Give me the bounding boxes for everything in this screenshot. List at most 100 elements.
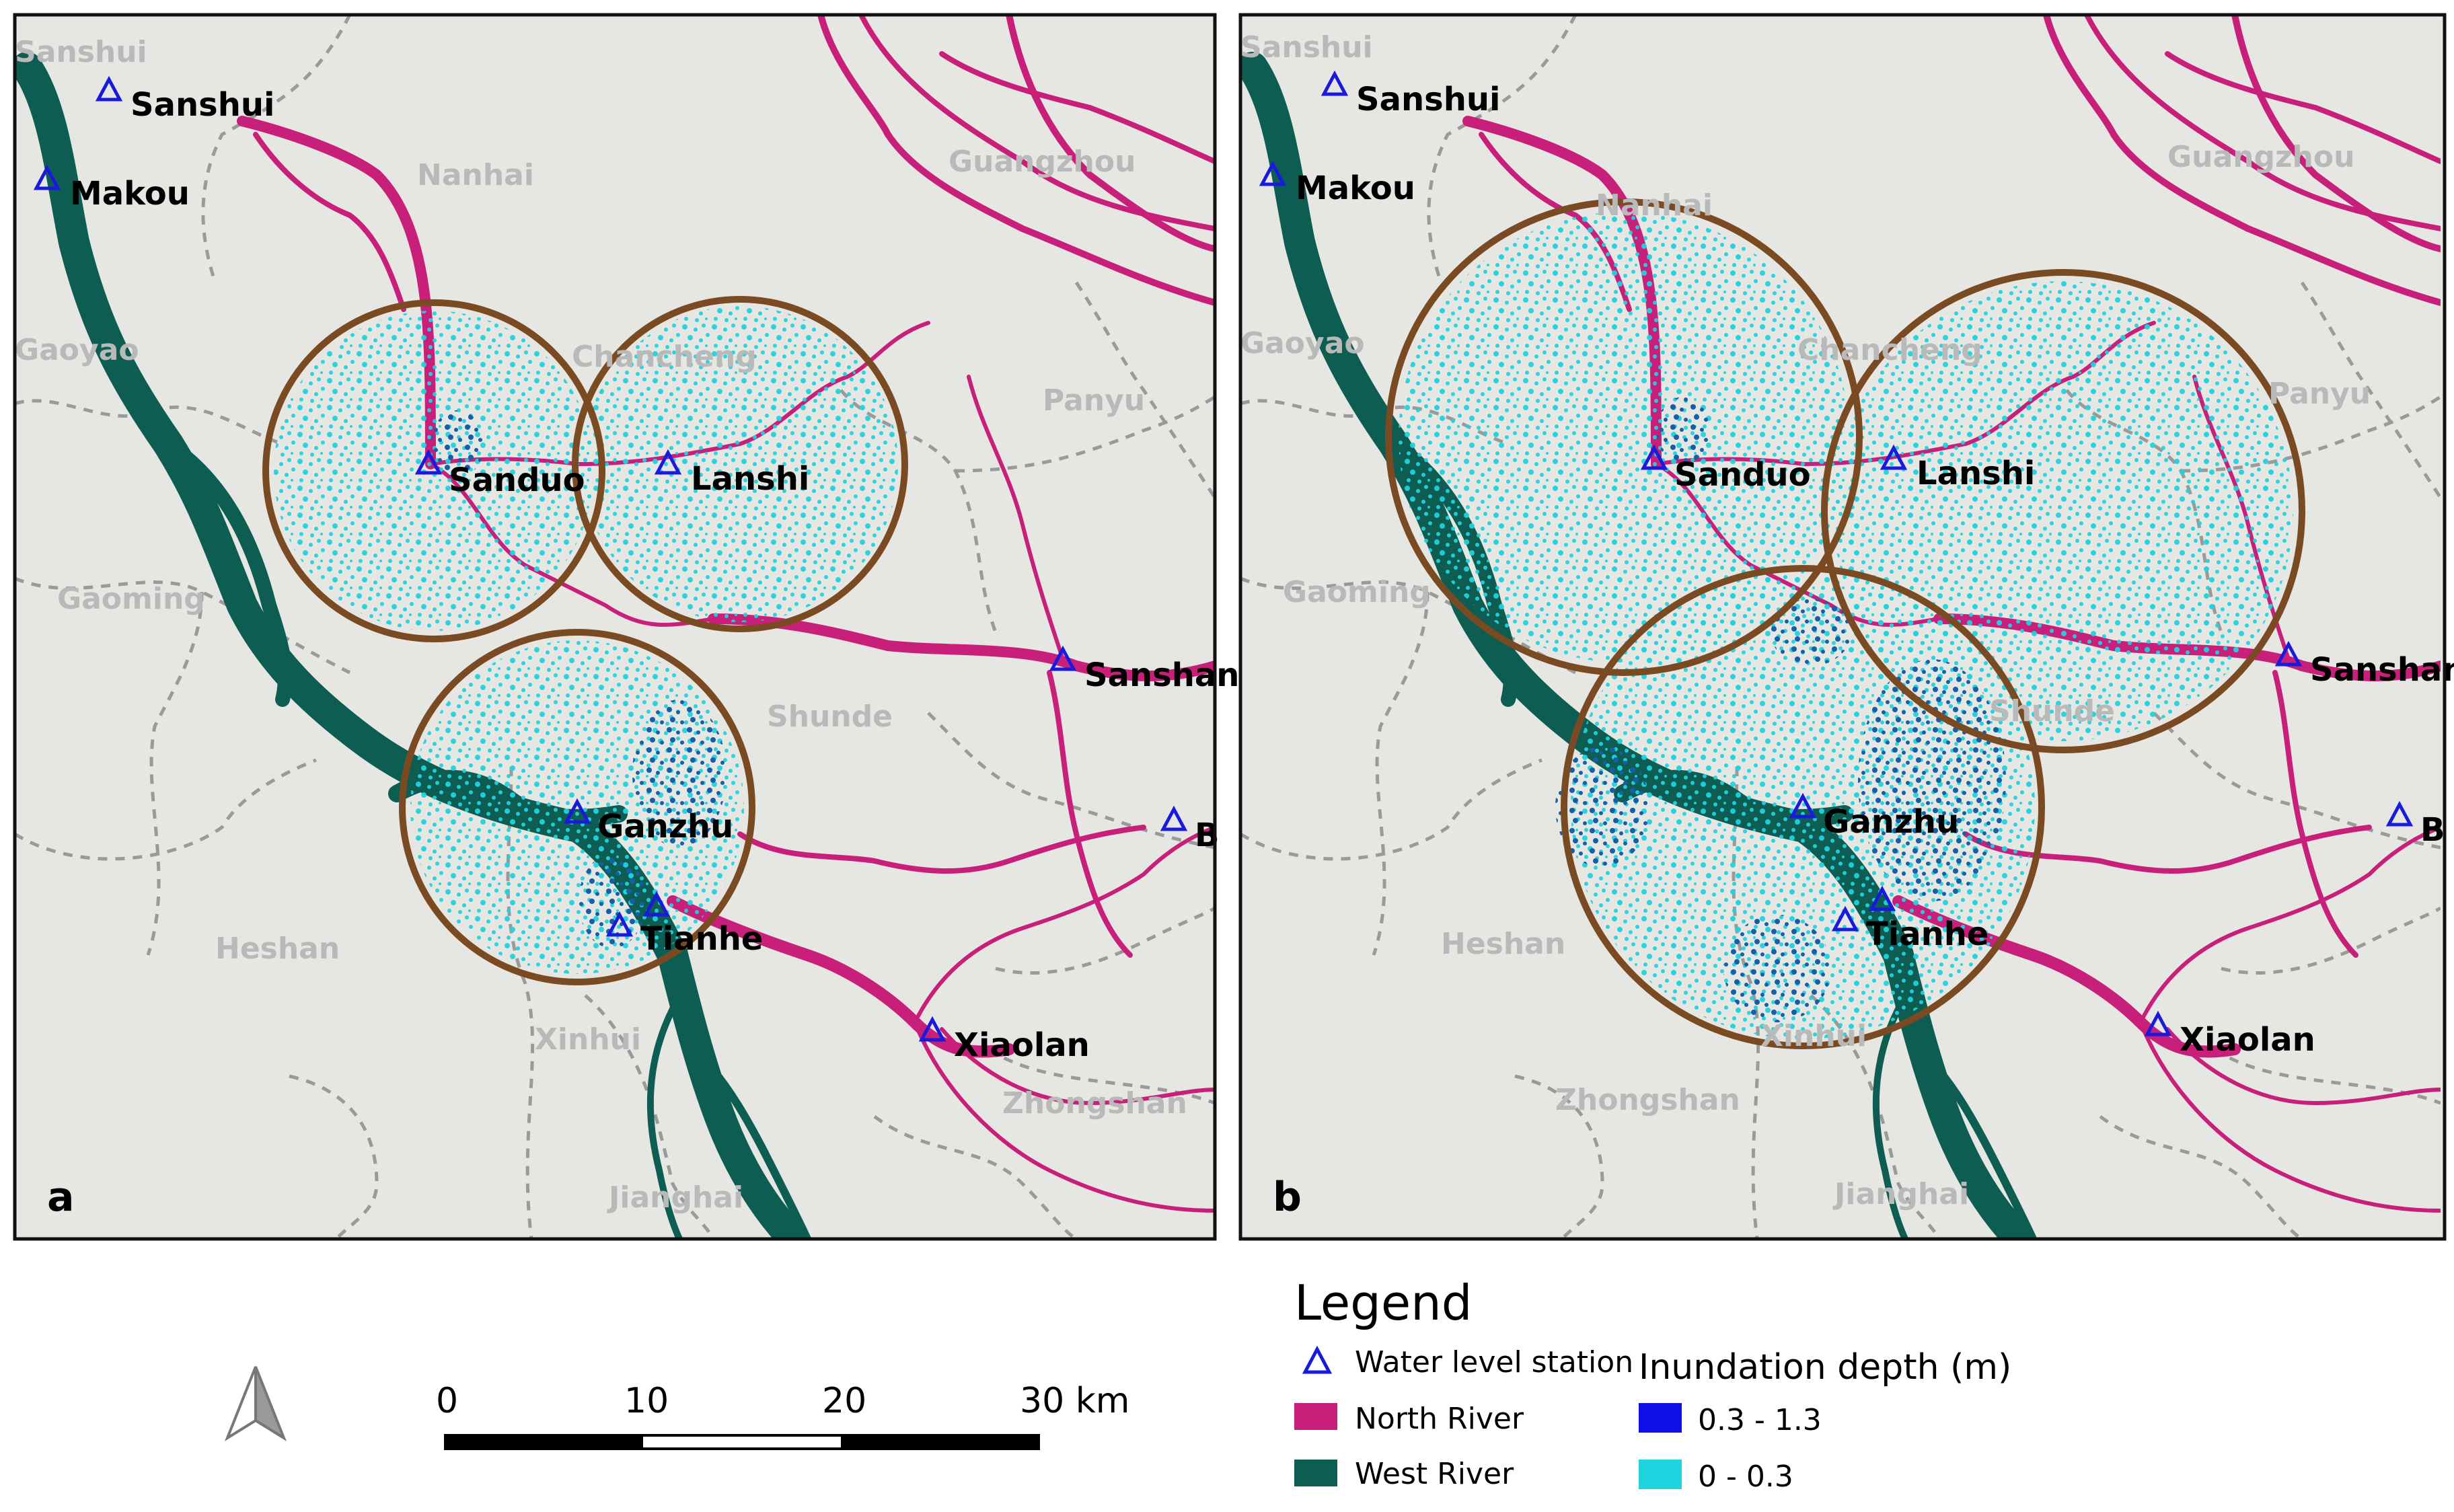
station-label: Sanduo bbox=[1674, 456, 1811, 494]
station-xiaolan: Xiaolan bbox=[918, 1016, 1090, 1064]
triangle-icon bbox=[1160, 805, 1188, 831]
panel-b-frame bbox=[1238, 13, 2447, 1241]
triangle-icon bbox=[1831, 905, 1859, 932]
triangle-icon bbox=[563, 798, 591, 824]
station-sanshui: Sanshui bbox=[1321, 70, 1501, 118]
depth-legend-title: Inundation depth (m) bbox=[1639, 1347, 2011, 1388]
region-label: Guangzhou bbox=[949, 145, 1136, 179]
triangle-icon bbox=[2144, 1010, 2172, 1036]
station-label: Tianhe bbox=[640, 920, 763, 958]
region-label: Chancheng bbox=[572, 340, 757, 374]
station-label: Ganzhu bbox=[1823, 803, 1959, 841]
legend-item-west-river: West River bbox=[1294, 1457, 1514, 1491]
triangle-icon bbox=[2274, 640, 2303, 667]
station-tianhe: Tianhe bbox=[1831, 885, 1988, 953]
triangle-icon bbox=[642, 891, 671, 917]
region-label: Jianghai bbox=[1832, 1177, 1969, 1211]
region-label: Gaoming bbox=[1283, 575, 1431, 609]
station-lanshi: Lanshi bbox=[1880, 444, 2035, 492]
panel-a-frame bbox=[13, 13, 1217, 1241]
region-label: Xinhui bbox=[535, 1022, 641, 1057]
station-label: Sanshui bbox=[1356, 81, 1501, 118]
station-label: Tianhe bbox=[1866, 915, 1988, 953]
region-label: Shunde bbox=[1989, 694, 2115, 728]
station-lanshi: Lanshi bbox=[654, 449, 809, 498]
station-label: B bbox=[2420, 811, 2445, 849]
region-label: Gaoyao bbox=[15, 333, 139, 367]
station-label: Sanshan bbox=[2310, 651, 2454, 689]
region-label: Nanhai bbox=[1596, 188, 1713, 223]
legend: Legend Water level station North River W… bbox=[1294, 1275, 2011, 1494]
region-labels: Sanshui Nanhai Guangzhou Gaoyao Chanchen… bbox=[15, 35, 1187, 1215]
triangle-icon bbox=[1302, 1345, 1333, 1374]
region-label: Chancheng bbox=[1797, 333, 1982, 367]
station-label: Xiaolan bbox=[954, 1026, 1090, 1064]
shallow-swatch bbox=[1639, 1460, 1682, 1489]
station-label: Xiaolan bbox=[2180, 1021, 2315, 1059]
region-label: Gaoming bbox=[57, 582, 205, 616]
triangle-icon bbox=[1880, 444, 1908, 470]
station-label: Lanshi bbox=[1917, 455, 2035, 492]
zone-circle-sanduo bbox=[1385, 198, 1863, 676]
panel-b: Sanshui Nanhai Guangzhou Gaoyao Chanchen… bbox=[1238, 13, 2454, 1241]
region-label: Sanshui bbox=[15, 35, 147, 69]
panel-a-background bbox=[15, 15, 1215, 1239]
deep-swatch bbox=[1639, 1403, 1682, 1433]
triangle-icon bbox=[1640, 444, 1668, 470]
station-label: Sanduo bbox=[449, 461, 585, 499]
triangle-icon bbox=[654, 449, 682, 475]
triangle-icon bbox=[1049, 645, 1077, 671]
legend-item-north-river: North River bbox=[1294, 1402, 1524, 1436]
legend-label: Water level station bbox=[1355, 1345, 1633, 1379]
station-sanshui: Sanshui bbox=[95, 75, 275, 124]
stations: Sanshui Makou Sanduo Lanshi Sanshan B bbox=[33, 75, 1239, 1064]
legend-label: North River bbox=[1355, 1402, 1524, 1436]
station-ganzhu: Ganzhu bbox=[1789, 792, 1959, 841]
station-makou: Makou bbox=[33, 164, 190, 213]
triangle-icon bbox=[1868, 885, 1896, 911]
region-label: Sanshui bbox=[1240, 30, 1373, 65]
triangle-icon bbox=[1789, 792, 1817, 819]
station-label: Sanshui bbox=[131, 86, 275, 124]
zone-circle-sanduo bbox=[262, 299, 605, 642]
region-label: Panyu bbox=[2268, 377, 2371, 411]
region-labels: Sanshui Nanhai Guangzhou Gaoyao Chanchen… bbox=[1240, 30, 2371, 1211]
region-label: Heshan bbox=[1441, 927, 1565, 961]
station-b: B bbox=[2385, 800, 2445, 849]
region-label: Heshan bbox=[215, 932, 340, 966]
triangle-icon bbox=[1321, 70, 1349, 96]
north-river-swatch bbox=[1294, 1403, 1337, 1430]
scale-tick-label: 20 bbox=[822, 1381, 866, 1421]
west-river-swatch bbox=[1294, 1460, 1337, 1486]
station-label: Makou bbox=[70, 175, 190, 213]
panel-a: Sanshui Nanhai Guangzhou Gaoyao Chanchen… bbox=[13, 13, 1239, 1241]
station-makou: Makou bbox=[1259, 160, 1415, 207]
scale-bar: 0 10 20 30 km bbox=[436, 1381, 1129, 1450]
triangle-icon bbox=[414, 449, 443, 475]
triangle-icon bbox=[918, 1016, 946, 1042]
scale-tick-label: 10 bbox=[624, 1381, 669, 1421]
triangle-icon bbox=[33, 164, 61, 190]
region-label: Xinhui bbox=[1760, 1019, 1867, 1053]
zone-circle-lanshi bbox=[572, 296, 908, 632]
triangle-icon bbox=[2385, 800, 2414, 827]
triangle-icon bbox=[95, 75, 123, 102]
station-tianhe: Tianhe bbox=[605, 891, 763, 958]
region-label: Shunde bbox=[767, 700, 893, 734]
station-sanduo: Sanduo bbox=[414, 449, 585, 499]
region-label: Jianghai bbox=[607, 1180, 743, 1215]
scale-tick-label: 0 bbox=[436, 1381, 458, 1421]
legend-label: 0.3 - 1.3 bbox=[1698, 1403, 1822, 1437]
station-label: Lanshi bbox=[691, 460, 809, 498]
station-ganzhu: Ganzhu bbox=[563, 798, 733, 845]
region-label: Zhongshan bbox=[1002, 1086, 1187, 1121]
legend-item-station: Water level station bbox=[1302, 1345, 1633, 1379]
inundation-zones bbox=[1385, 198, 2305, 1049]
region-label: Zhongshan bbox=[1555, 1083, 1740, 1117]
region-label: Nanhai bbox=[417, 158, 534, 192]
panel-label-a: a bbox=[47, 1174, 75, 1221]
station-sanduo: Sanduo bbox=[1640, 444, 1811, 494]
zone-circle-ganzhu bbox=[399, 629, 755, 985]
station-label: Makou bbox=[1296, 169, 1415, 207]
panel-label-b: b bbox=[1273, 1174, 1302, 1221]
